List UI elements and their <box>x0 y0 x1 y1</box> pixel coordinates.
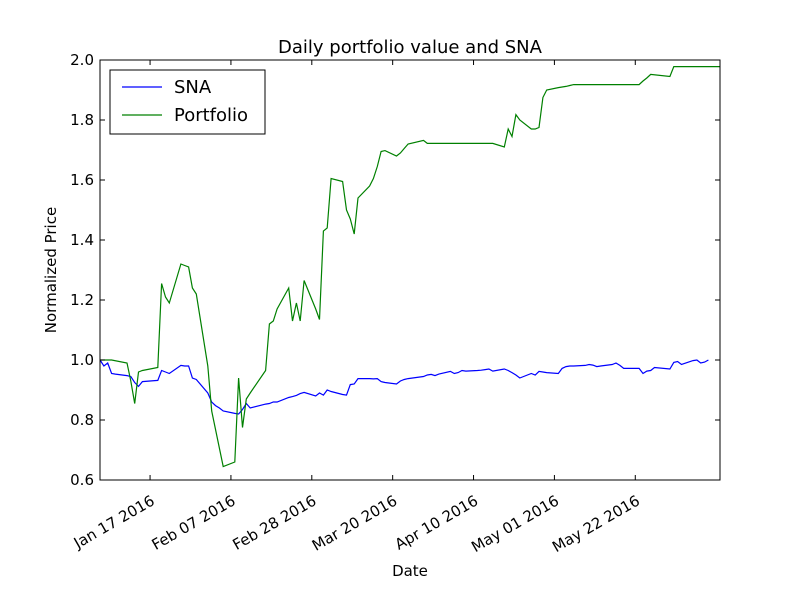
y-tick-label: 1.8 <box>70 111 94 129</box>
legend-label-sna: SNA <box>174 77 212 98</box>
y-tick-label: 2.0 <box>70 51 94 69</box>
chart-title: Daily portfolio value and SNA <box>278 37 543 58</box>
y-tick-label: 1.4 <box>70 231 94 249</box>
x-axis-label: Date <box>392 562 428 580</box>
legend-label-portfolio: Portfolio <box>174 105 248 126</box>
y-tick-label: 0.6 <box>70 471 94 489</box>
y-tick-label: 0.8 <box>70 411 94 429</box>
y-tick-label: 1.6 <box>70 171 94 189</box>
y-axis-ticks: 0.6 0.8 1.0 1.2 1.4 1.6 1.8 2.0 <box>70 51 720 489</box>
y-tick-label: 1.0 <box>70 351 94 369</box>
y-tick-label: 1.2 <box>70 291 94 309</box>
legend-box <box>109 69 266 135</box>
series-line-sna <box>99 359 709 415</box>
plot-series-group <box>99 65 720 468</box>
y-axis-label: Normalized Price <box>42 207 60 333</box>
plot-frame <box>99 59 721 481</box>
legend: SNA Portfolio <box>109 69 266 135</box>
series-line-portfolio <box>100 65 720 468</box>
